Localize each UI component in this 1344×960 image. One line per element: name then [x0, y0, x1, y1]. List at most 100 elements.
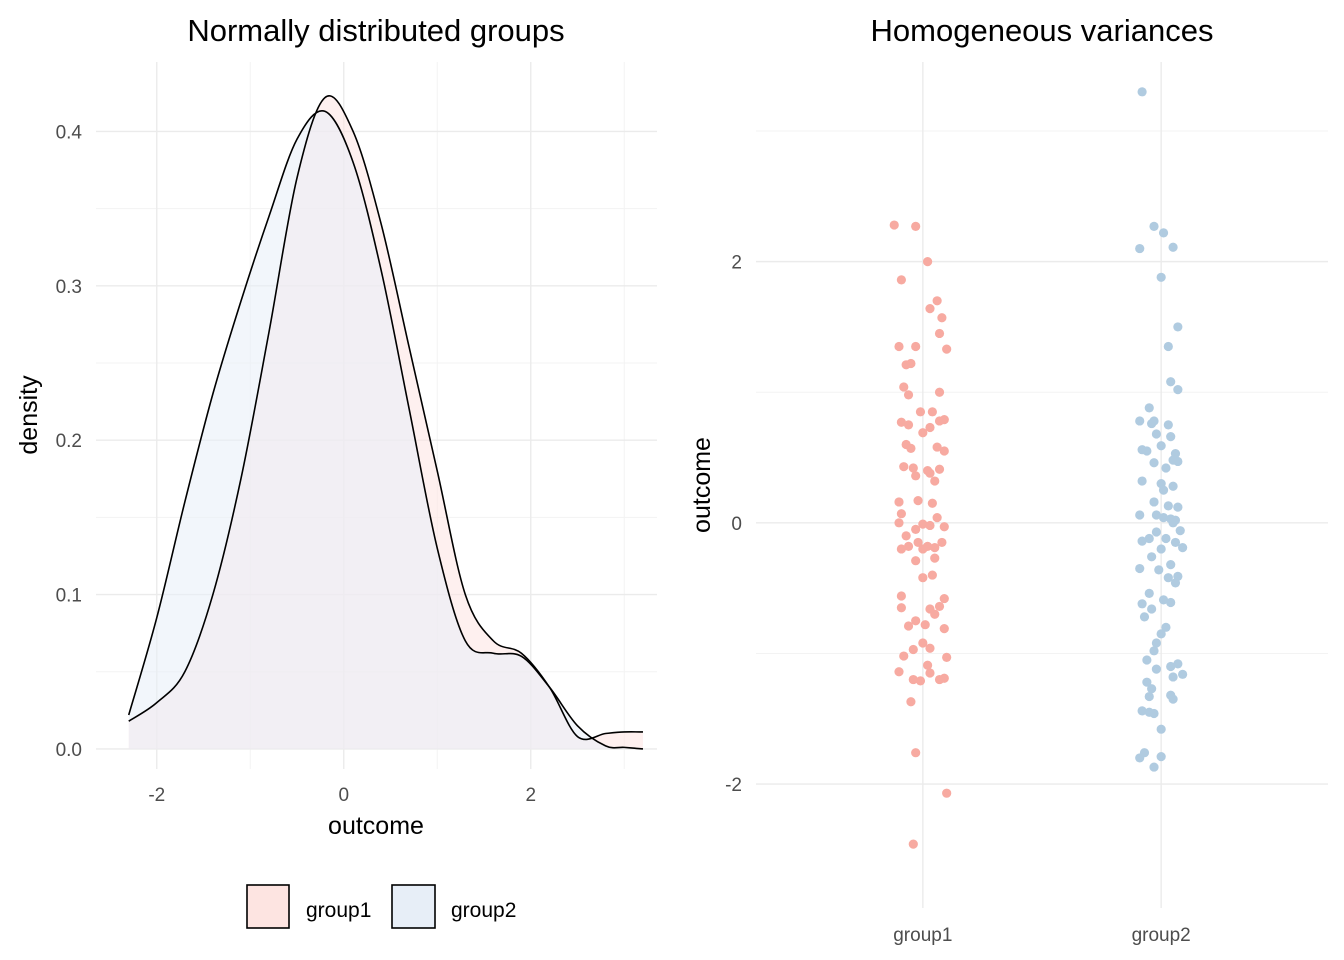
- point-group2: [1158, 485, 1169, 495]
- point-group2: [1158, 513, 1169, 523]
- y-tick-label: 2: [731, 253, 742, 274]
- point-group1: [901, 531, 911, 541]
- point-group2: [1149, 762, 1159, 772]
- point-group2: [1175, 526, 1185, 536]
- point-group2: [1170, 578, 1181, 588]
- point-group1: [930, 609, 940, 619]
- point-group1: [925, 422, 935, 433]
- point-group2: [1163, 420, 1173, 430]
- point-group1: [939, 624, 949, 634]
- point-group2: [1137, 706, 1147, 716]
- point-group1: [896, 603, 906, 613]
- point-group1: [939, 522, 949, 532]
- point-group1: [934, 387, 945, 397]
- point-group1: [899, 382, 909, 392]
- point-group2: [1135, 753, 1145, 763]
- legend-label-group1: group1: [306, 899, 371, 922]
- point-group2: [1173, 659, 1183, 669]
- point-group2: [1163, 341, 1173, 352]
- point-group2: [1144, 588, 1154, 598]
- point-group2: [1154, 565, 1164, 575]
- x-tick-label: 0: [338, 785, 349, 806]
- point-group2: [1144, 533, 1154, 544]
- point-group1: [908, 839, 918, 849]
- point-group1: [942, 652, 952, 662]
- point-group2: [1156, 544, 1166, 554]
- point-group2: [1149, 221, 1159, 231]
- point-group1: [903, 621, 914, 631]
- point-group1: [930, 476, 940, 486]
- point-group2: [1142, 446, 1152, 456]
- variance-chart-grid: [756, 62, 1328, 908]
- point-group2: [1168, 481, 1178, 491]
- point-group1: [903, 390, 914, 400]
- point-group1: [939, 415, 949, 425]
- point-group1: [925, 668, 935, 678]
- point-group2: [1135, 416, 1145, 426]
- point-group1: [906, 443, 916, 453]
- point-group1: [918, 573, 928, 583]
- point-group2: [1151, 510, 1161, 520]
- point-group1: [918, 428, 928, 438]
- point-group2: [1135, 510, 1145, 520]
- variance-chart-x-tick-labels: group1 group2: [893, 925, 1191, 946]
- point-group1: [903, 541, 914, 551]
- point-group1: [911, 221, 921, 231]
- density-chart-x-tick-labels: -2 0 2: [148, 785, 536, 806]
- point-group2: [1137, 476, 1147, 486]
- point-group2: [1173, 322, 1183, 332]
- point-group1: [908, 674, 918, 685]
- point-group1: [932, 513, 942, 523]
- point-group1: [918, 638, 928, 648]
- point-group1: [908, 463, 918, 473]
- point-group2: [1142, 677, 1152, 687]
- legend-label-group2: group2: [451, 899, 516, 922]
- x-tick-label: 2: [525, 785, 536, 806]
- point-group2: [1137, 599, 1147, 609]
- density-chart-y-axis-title: density: [15, 375, 43, 455]
- point-group1: [908, 644, 918, 655]
- point-group1: [911, 471, 921, 481]
- point-group2: [1156, 629, 1166, 639]
- point-group1: [906, 358, 916, 369]
- point-group1: [925, 643, 935, 653]
- point-group2: [1137, 536, 1147, 546]
- point-group1: [896, 275, 906, 285]
- point-group1: [911, 341, 921, 352]
- point-group2: [1147, 418, 1157, 429]
- point-group2: [1147, 604, 1157, 614]
- point-group2: [1156, 441, 1166, 451]
- point-group1: [894, 667, 904, 677]
- point-group1: [923, 257, 933, 267]
- point-group2: [1151, 664, 1161, 674]
- variance-chart-y-axis-title: outcome: [688, 437, 716, 533]
- point-group1: [896, 509, 906, 519]
- legend-swatch-group2: [391, 884, 436, 929]
- point-group2: [1158, 228, 1169, 238]
- point-group2: [1149, 497, 1159, 507]
- point-group2: [1137, 87, 1147, 97]
- point-group1: [911, 748, 921, 758]
- density-chart: Normally distributed groups -2 0 2 0.00.10…: [15, 13, 657, 929]
- point-group1: [894, 497, 904, 507]
- point-group1: [937, 313, 947, 323]
- point-group2: [1144, 691, 1154, 702]
- density-chart-title: Normally distributed groups: [187, 13, 564, 48]
- point-group2: [1168, 672, 1178, 682]
- point-group2: [1151, 638, 1161, 648]
- legend-swatch-group1: [246, 884, 290, 929]
- point-group2: [1161, 463, 1171, 473]
- density-chart-x-axis-title: outcome: [328, 812, 424, 840]
- point-group2: [1166, 432, 1176, 442]
- y-tick-label: -2: [725, 775, 742, 796]
- density-area-group2: [128, 110, 643, 749]
- y-tick-label: 0: [731, 514, 742, 535]
- point-group2: [1147, 552, 1157, 562]
- point-group2: [1151, 429, 1161, 439]
- variance-chart-y-tick-labels: -2 0 2: [725, 253, 742, 796]
- point-group1: [942, 788, 952, 798]
- point-group1: [923, 660, 933, 670]
- point-group2: [1178, 669, 1188, 679]
- point-group2: [1163, 573, 1173, 583]
- point-group2: [1156, 724, 1166, 734]
